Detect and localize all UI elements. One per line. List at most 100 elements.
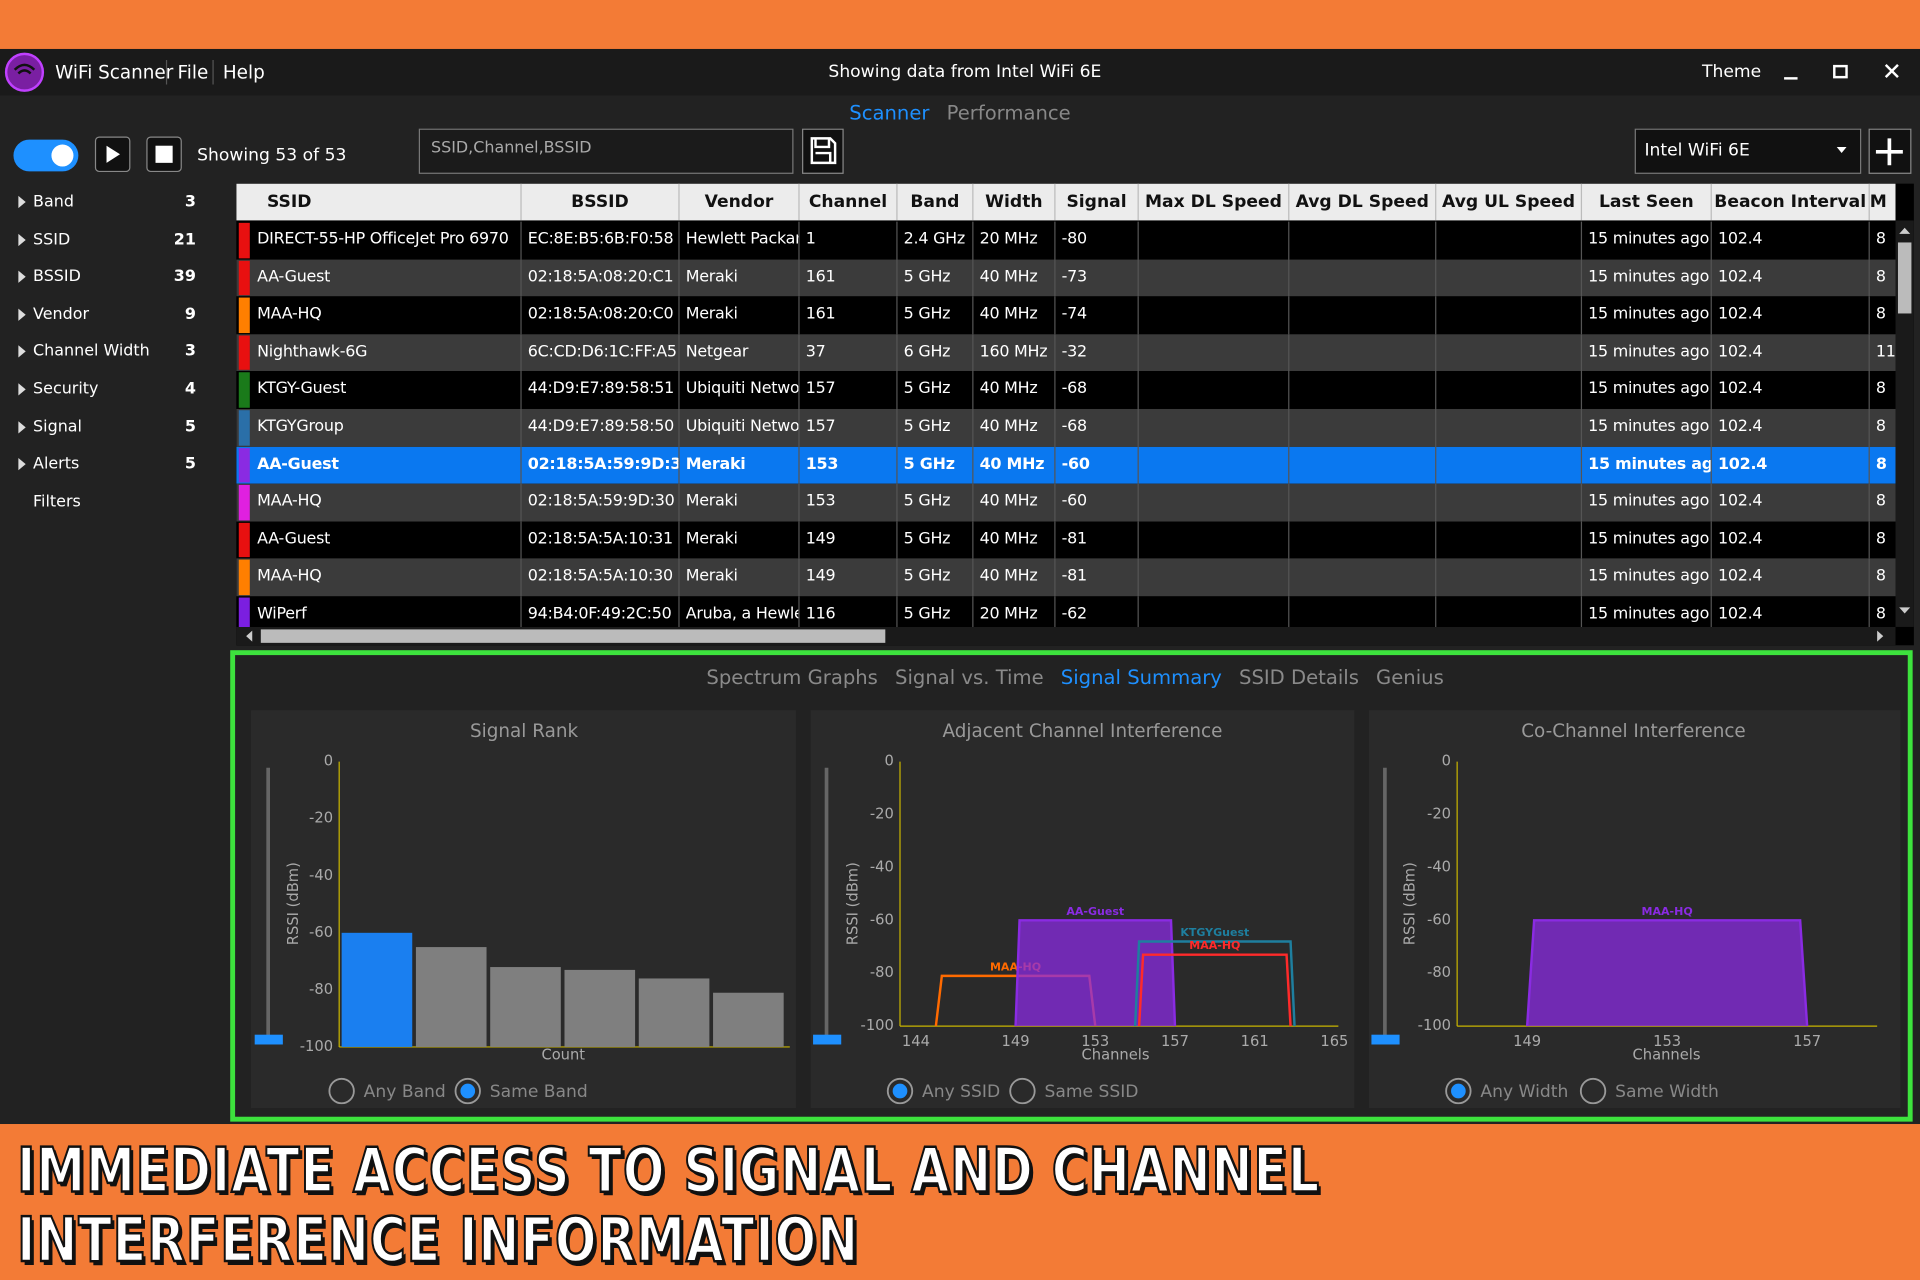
filter-arrow[interactable] (18, 270, 26, 284)
y-axis-label: RSSI (dBm) (844, 862, 861, 945)
table-row[interactable]: AA-Guest 02:18:5A:08:20:C1 Meraki 161 5 GHz 4… (236, 259, 1896, 297)
column-header[interactable]: Avg UL Speed (1436, 183, 1583, 221)
y-tick-label: -80 (870, 964, 894, 981)
radio-label[interactable]: Same SSID (1044, 1082, 1138, 1102)
radio-label[interactable]: Same Width (1615, 1082, 1719, 1102)
summary-tab[interactable]: Signal vs. Time (895, 665, 1044, 689)
y-tick-label: -60 (1427, 911, 1451, 928)
table-cell (1289, 446, 1437, 484)
bar (341, 932, 413, 1047)
filter-arrow[interactable] (18, 345, 26, 359)
maximize-button[interactable] (1833, 64, 1848, 79)
filter-group[interactable]: Channel Width (33, 342, 150, 362)
column-header[interactable]: Vendor (680, 183, 800, 221)
column-header[interactable]: Width (973, 183, 1056, 221)
table-row[interactable]: KTGYGroup 44:D9:E7:89:58:50 Ubiquiti Netwo… (236, 408, 1896, 447)
slider-thumb[interactable] (1371, 1034, 1400, 1045)
filter-arrow[interactable] (18, 420, 26, 433)
summary-tab[interactable]: SSID Details (1239, 665, 1359, 689)
charts: Signal Rank RSSI (dBm) Count 0 -20 -40 -60 -80 -… (254, 721, 1878, 1105)
table-cell: Netgear (680, 334, 800, 372)
filter-group[interactable]: Band (33, 192, 74, 212)
filter-group[interactable]: Alerts (33, 455, 80, 474)
slider-thumb[interactable] (254, 1034, 283, 1045)
radio-label[interactable]: Same Band (490, 1082, 588, 1102)
theme-button[interactable]: Theme (1702, 62, 1762, 83)
table-row[interactable]: KTGY-Guest 44:D9:E7:89:58:51 Ubiquiti Netw… (236, 371, 1896, 409)
summary-tab[interactable]: Spectrum Graphs (706, 665, 878, 689)
column-header[interactable]: BSSID (522, 183, 680, 221)
scroll-thumb (1897, 242, 1912, 314)
menu-item[interactable]: Help (222, 61, 265, 84)
filter-group[interactable]: SSID (33, 230, 71, 249)
filter-group[interactable]: BSSID (33, 267, 81, 287)
table-cell: 8 (1870, 222, 1896, 259)
radio-label[interactable]: Any Band (364, 1082, 446, 1102)
summary-tab[interactable]: Signal Summary (1060, 665, 1222, 689)
table-cell (1289, 596, 1437, 627)
table-cell: 40 MHz (973, 371, 1056, 409)
column-header[interactable]: M (1870, 184, 1896, 221)
table-cell: Meraki (680, 259, 800, 297)
table-row[interactable]: AA-Guest 02:18:5A:59:9D:31 Meraki 153 5 GHz 4… (236, 446, 1896, 484)
table-cell: 15 minutes ago (1582, 558, 1712, 597)
table-row[interactable]: AA-Guest 02:18:5A:5A:10:31 Meraki 149 5 GHz 4… (236, 521, 1896, 559)
y-tick-label: 0 (1442, 753, 1451, 770)
column-header[interactable]: Max DL Speed (1139, 183, 1290, 221)
filter-arrow[interactable] (18, 308, 26, 321)
table-row[interactable]: MAA-HQ 02:18:5A:59:9D:30 Meraki 153 5 GHz 40 … (236, 483, 1896, 522)
adapter-name: Intel WiFi 6E (1644, 140, 1750, 161)
table-row[interactable]: DIRECT-55-HP OfficeJet Pro 6970 EC:8E:B5:… (236, 221, 1896, 260)
table-row[interactable]: MAA-HQ 02:18:5A:08:20:C0 Meraki 161 5 GHz 40 … (236, 296, 1896, 335)
horizontal-scrollbar[interactable] (236, 626, 1896, 646)
table-cell: Meraki (680, 521, 800, 559)
radio-button[interactable] (454, 1077, 481, 1105)
filter-arrow[interactable] (18, 195, 26, 209)
radio-label[interactable]: Any Width (1480, 1082, 1568, 1102)
column-header[interactable]: Last Seen (1582, 183, 1712, 221)
ssid-color (238, 410, 250, 446)
radio-button[interactable] (1009, 1077, 1036, 1105)
menu-item[interactable]: File (177, 61, 209, 84)
filter-group[interactable]: Vendor (33, 305, 89, 324)
tab[interactable]: Performance (946, 101, 1071, 125)
summary-tab[interactable]: Genius (1376, 665, 1444, 689)
radio-label[interactable]: Any SSID (922, 1082, 1000, 1102)
slider-thumb[interactable] (813, 1034, 842, 1045)
column-header[interactable]: SSID (251, 183, 522, 221)
title-bar (0, 48, 1920, 96)
radio-button[interactable] (886, 1077, 914, 1105)
table-cell: 8 (1870, 559, 1896, 596)
column-header[interactable]: Beacon Interval (1712, 183, 1870, 221)
channel-footprint (1525, 919, 1809, 1027)
filter-group[interactable]: Security (33, 380, 99, 399)
table-row[interactable]: MAA-HQ 02:18:5A:5A:10:30 Meraki 149 5 GHz 40 … (236, 558, 1896, 597)
column-header[interactable]: Signal (1056, 183, 1139, 221)
column-header[interactable]: Avg DL Speed (1289, 183, 1437, 221)
table-row[interactable]: Nighthawk-6G 6C:CD:D6:1C:FF:A5 Netgear 37 6 … (236, 334, 1896, 372)
vertical-scrollbar[interactable] (1895, 220, 1914, 645)
filter-arrow[interactable] (18, 383, 26, 396)
radio-button[interactable] (1445, 1077, 1472, 1105)
table-cell: 02:18:5A:5A:10:31 (522, 521, 680, 559)
y-tick-label: -100 (300, 1038, 333, 1055)
scroll-thumb (260, 629, 886, 643)
filter-group[interactable]: Signal (33, 417, 82, 437)
filters-link[interactable]: Filters (33, 492, 81, 512)
adapter-dropdown[interactable] (1634, 128, 1862, 174)
tab[interactable]: Scanner (849, 101, 930, 125)
filter-arrow[interactable] (18, 458, 26, 471)
filter-arrow[interactable] (18, 233, 26, 246)
radio-button[interactable] (1579, 1077, 1607, 1105)
table-cell (1139, 596, 1290, 627)
table-cell (1289, 296, 1437, 335)
search-box[interactable] (418, 128, 794, 174)
radio-button[interactable] (328, 1077, 355, 1105)
table-cell: 157 (800, 408, 898, 447)
column-header[interactable]: Channel (800, 183, 898, 221)
close-button[interactable] (1884, 64, 1899, 79)
table-cell: 5 GHz (898, 371, 974, 409)
table-row[interactable]: WiPerf 94:B4:0F:49:2C:50 Aruba, a Hewle 116… (236, 596, 1896, 627)
column-header[interactable]: Band (898, 183, 974, 221)
radio-dot (1451, 1083, 1466, 1099)
